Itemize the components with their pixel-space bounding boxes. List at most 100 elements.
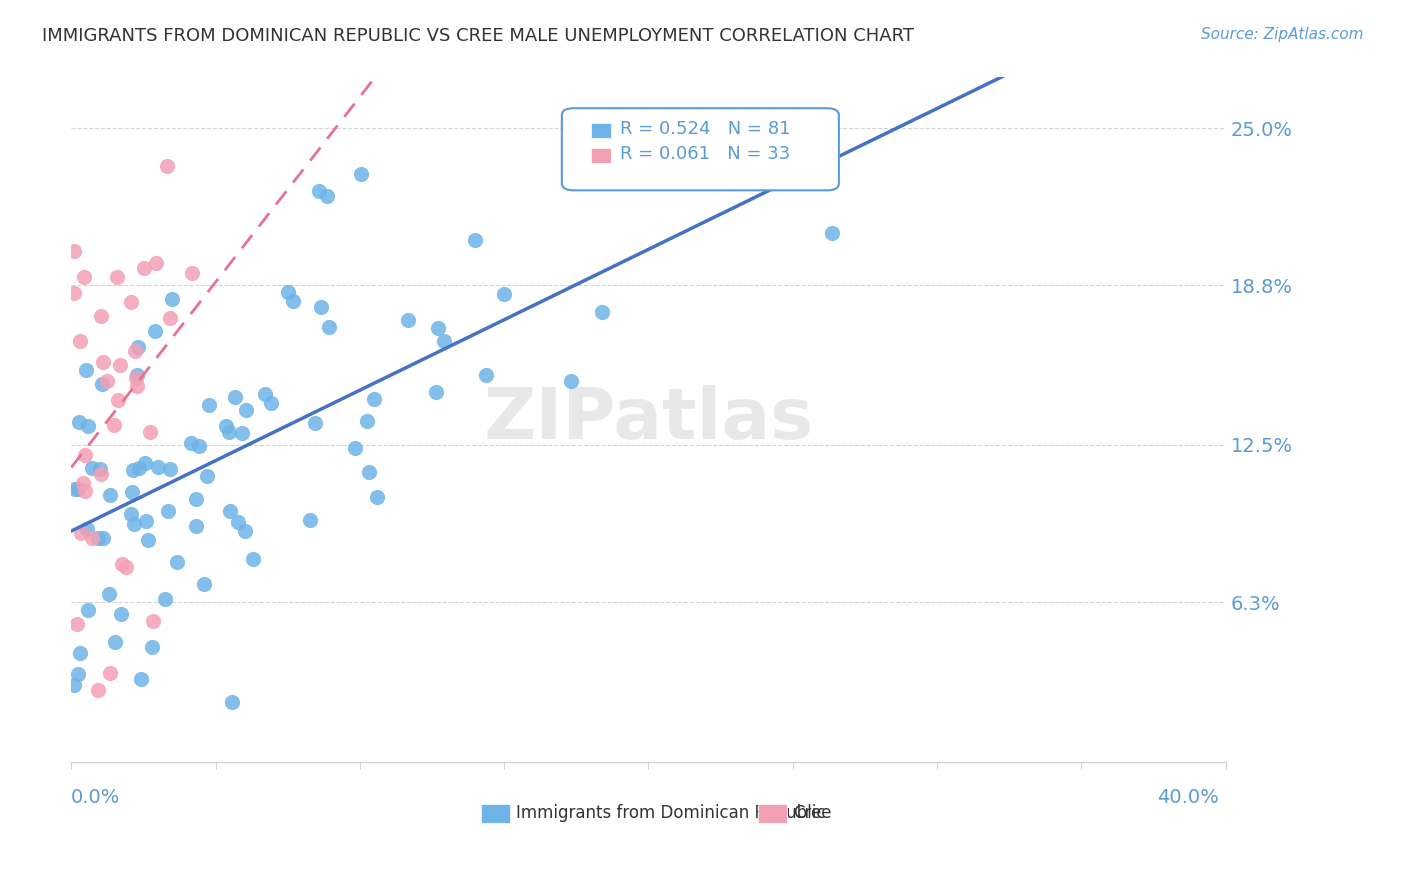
Point [135, 514, 157, 528]
Point [63, 285, 86, 300]
Point [560, 374, 582, 388]
Point [96, 374, 118, 388]
Point [254, 387, 277, 401]
Point [105, 270, 128, 285]
Point [184, 492, 207, 507]
Point [145, 256, 167, 270]
Point [260, 396, 283, 410]
Point [121, 294, 143, 309]
Text: ZIPatlas: ZIPatlas [484, 385, 814, 454]
Point [107, 393, 129, 408]
Point [76, 522, 98, 536]
Point [153, 591, 176, 606]
Point [82, 461, 104, 475]
Point [427, 321, 450, 335]
Point [124, 343, 146, 358]
Point [69, 646, 91, 660]
Point [146, 460, 169, 475]
Point [125, 368, 148, 383]
Point [128, 460, 150, 475]
Point [474, 368, 496, 383]
Point [120, 507, 142, 521]
Point [90, 309, 112, 323]
Point [77, 419, 100, 434]
Text: Cree: Cree [793, 804, 831, 822]
Point [76, 603, 98, 617]
Bar [481, 804, 510, 823]
Point [141, 640, 163, 654]
Point [308, 184, 330, 198]
Point [156, 159, 179, 173]
Point [90, 467, 112, 481]
Point [366, 491, 388, 505]
Point [226, 515, 249, 529]
Point [75, 363, 97, 377]
Point [110, 607, 132, 621]
Point [356, 414, 378, 428]
Text: R = 0.524   N = 81: R = 0.524 N = 81 [620, 120, 790, 137]
Point [159, 311, 181, 326]
Point [139, 425, 162, 439]
Bar [591, 148, 612, 163]
Point [281, 294, 304, 309]
Point [363, 392, 385, 406]
Point [98, 488, 121, 502]
Point [309, 300, 332, 314]
Text: 40.0%: 40.0% [1157, 789, 1219, 807]
Point [63, 482, 86, 496]
Point [315, 189, 337, 203]
Point [181, 266, 204, 280]
Point [218, 425, 240, 440]
Point [425, 384, 447, 399]
Point [73, 269, 96, 284]
Point [67, 482, 90, 496]
Point [197, 398, 219, 412]
Point [63, 244, 86, 258]
Point [89, 462, 111, 476]
Bar [758, 804, 787, 823]
Point [127, 379, 149, 393]
Bar [591, 122, 612, 137]
Point [73, 483, 96, 498]
Point [304, 416, 326, 430]
Text: R = 0.061   N = 33: R = 0.061 N = 33 [620, 145, 790, 163]
Point [433, 334, 456, 349]
Point [125, 370, 148, 384]
Point [103, 417, 125, 432]
Point [69, 526, 91, 541]
Point [396, 313, 419, 327]
Point [73, 448, 96, 462]
Point [231, 425, 253, 440]
Point [299, 513, 322, 527]
Point [160, 292, 183, 306]
Point [69, 334, 91, 348]
Point [159, 462, 181, 476]
FancyBboxPatch shape [562, 108, 839, 190]
Point [72, 476, 94, 491]
Point [65, 616, 87, 631]
Point [122, 463, 145, 477]
Point [91, 354, 114, 368]
Point [215, 418, 238, 433]
Point [98, 587, 121, 601]
Point [124, 516, 146, 531]
Point [343, 441, 366, 455]
Point [110, 358, 132, 372]
Point [129, 672, 152, 686]
Point [219, 504, 242, 518]
Point [318, 319, 340, 334]
Point [98, 666, 121, 681]
Point [821, 226, 844, 240]
Point [63, 678, 86, 692]
Point [157, 504, 180, 518]
Point [121, 485, 143, 500]
Point [166, 555, 188, 569]
Point [115, 560, 138, 574]
Text: IMMIGRANTS FROM DOMINICAN REPUBLIC VS CREE MALE UNEMPLOYMENT CORRELATION CHART: IMMIGRANTS FROM DOMINICAN REPUBLIC VS CR… [42, 27, 914, 45]
Point [91, 532, 114, 546]
Point [359, 465, 381, 479]
Point [242, 552, 264, 566]
Point [127, 339, 149, 353]
Point [233, 524, 256, 538]
Text: Immigrants from Dominican Republic: Immigrants from Dominican Republic [516, 804, 825, 822]
